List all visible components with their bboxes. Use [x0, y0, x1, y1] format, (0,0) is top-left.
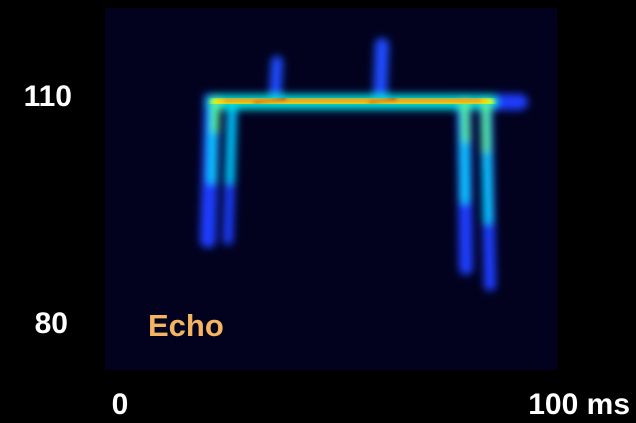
spectrogram-figure: 110 80 0 100 ms Echo	[0, 0, 636, 423]
x-tick-label: 0	[112, 388, 129, 421]
y-tick-label: 110	[24, 80, 72, 113]
y-tick-label: 80	[35, 307, 68, 340]
x-tick-label: 100 ms	[528, 388, 630, 421]
annotation: Echo	[148, 308, 224, 343]
